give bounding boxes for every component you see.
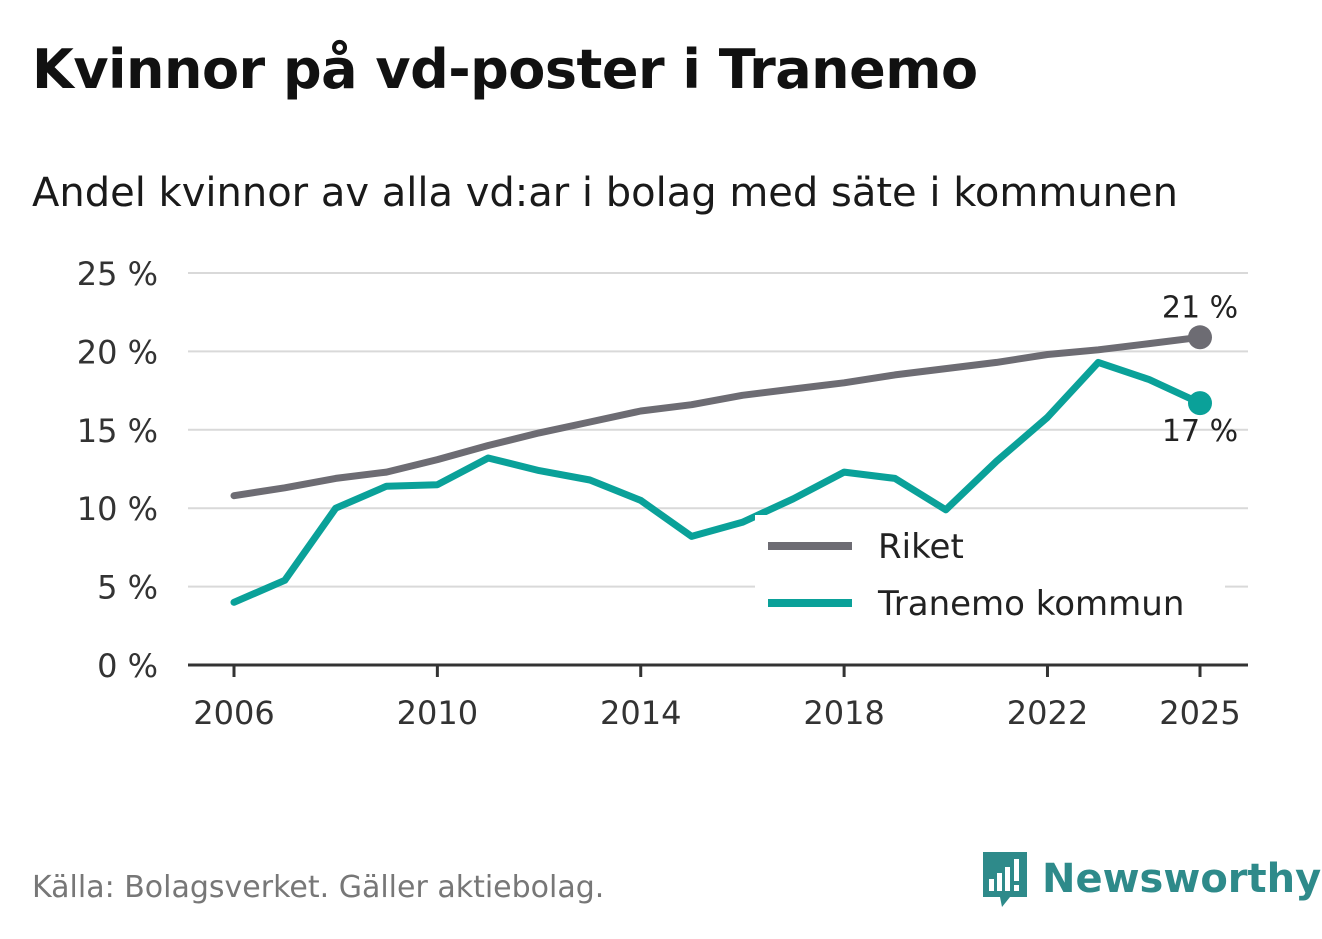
legend-label-riket: Riket	[878, 527, 964, 567]
chart-title: Kvinnor på vd-poster i Tranemo	[32, 38, 978, 101]
end-dot-tranemo	[1188, 391, 1212, 416]
y-tick-label: 0 %	[97, 647, 158, 685]
x-tick-label: 2022	[1007, 694, 1088, 732]
brand-name: Newsworthy	[1042, 856, 1322, 902]
series-lines	[230, 333, 1204, 606]
legend-label-tranemo: Tranemo kommun	[877, 584, 1184, 624]
y-tick-label: 20 %	[77, 333, 158, 371]
end-markers: 21 % 17 %	[1162, 290, 1238, 449]
x-tick-label: 2010	[397, 694, 478, 732]
y-tick-label: 5 %	[97, 569, 158, 607]
y-tick-label: 25 %	[77, 255, 158, 293]
series-line-riket	[230, 333, 1204, 500]
brand-logo: Newsworthy	[980, 848, 1321, 910]
y-axis-ticks: 0 % 5 % 10 % 15 % 20 % 25 %	[77, 255, 158, 685]
bar-chart-speech-bubble-icon	[983, 852, 1027, 907]
legend-background	[755, 515, 1225, 635]
x-tick-label: 2014	[600, 694, 681, 732]
end-label-tranemo: 17 %	[1162, 414, 1238, 449]
end-label-riket: 21 %	[1162, 290, 1238, 325]
x-tick-label: 2025	[1159, 694, 1240, 732]
x-axis-ticks: 2006 2010 2014 2018 2022 2025	[193, 665, 1241, 732]
x-tick-label: 2018	[803, 694, 884, 732]
source-note: Källa: Bolagsverket. Gäller aktiebolag.	[32, 870, 605, 905]
series-line-tranemo	[230, 358, 1204, 606]
y-tick-label: 15 %	[77, 412, 158, 450]
end-dot-riket	[1188, 325, 1212, 350]
chart-subtitle: Andel kvinnor av alla vd:ar i bolag med …	[32, 170, 1178, 216]
legend: Riket Tranemo kommun	[755, 515, 1225, 635]
x-tick-label: 2006	[193, 694, 274, 732]
y-tick-label: 10 %	[77, 490, 158, 528]
